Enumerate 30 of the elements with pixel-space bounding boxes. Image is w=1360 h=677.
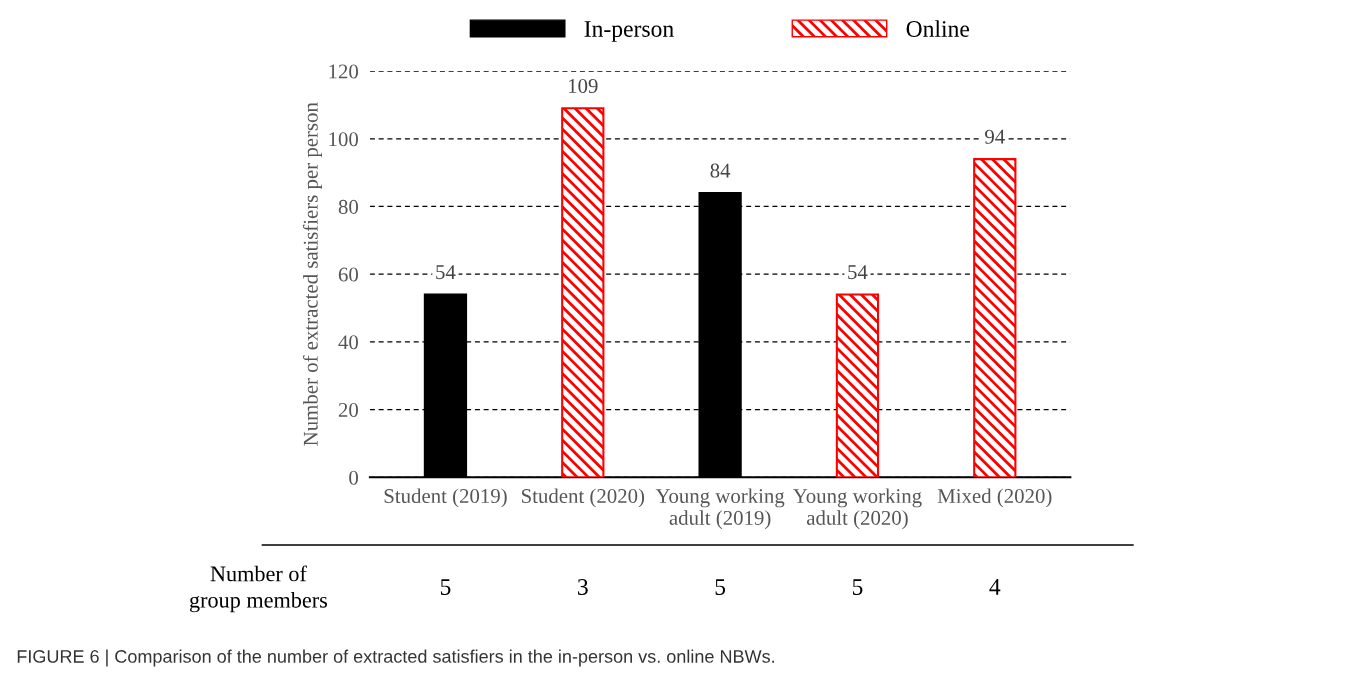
y-axis-title: Number of extracted satisfiers per person bbox=[302, 102, 322, 446]
legend-label: In-person bbox=[584, 21, 674, 42]
text: Number of group members bbox=[189, 565, 328, 613]
legend-label: Online bbox=[906, 20, 970, 37]
bar bbox=[561, 107, 605, 478]
data-label: 84 bbox=[710, 163, 731, 178]
y-tick-label: 60 bbox=[338, 267, 359, 282]
data-label: 109 bbox=[568, 78, 598, 93]
text: 5 bbox=[715, 579, 726, 595]
y-tick-label: 120 bbox=[329, 64, 359, 79]
y-tick-label: 40 bbox=[338, 335, 359, 350]
y-tick-label: 100 bbox=[329, 132, 359, 147]
x-tick-label: Mixed (2020) bbox=[937, 488, 1052, 508]
bar bbox=[973, 158, 1017, 478]
x-tick-label: Student (2020) bbox=[521, 488, 645, 508]
data-label: 54 bbox=[848, 265, 868, 280]
caption: FIGURE 6 | Comparison of the number of extracted satisfiers in the in-person vs. online NBWs. bbox=[17, 649, 774, 667]
text: 3 bbox=[578, 579, 588, 595]
x-tick-label: Young working adult (2020) bbox=[793, 488, 922, 530]
y-tick-label: 20 bbox=[338, 402, 359, 418]
y-tick-label: 80 bbox=[338, 199, 359, 214]
text: 5 bbox=[852, 579, 863, 595]
bar bbox=[835, 293, 880, 478]
text: 4 bbox=[989, 579, 1001, 595]
data-label: 54 bbox=[436, 265, 456, 280]
x-tick-label: Student (2019) bbox=[384, 488, 507, 508]
x-tick-label: Young working adult (2019) bbox=[655, 488, 785, 530]
y-tick-label: 0 bbox=[349, 470, 359, 485]
data-label: 94 bbox=[985, 129, 1005, 144]
text: 5 bbox=[440, 579, 451, 595]
